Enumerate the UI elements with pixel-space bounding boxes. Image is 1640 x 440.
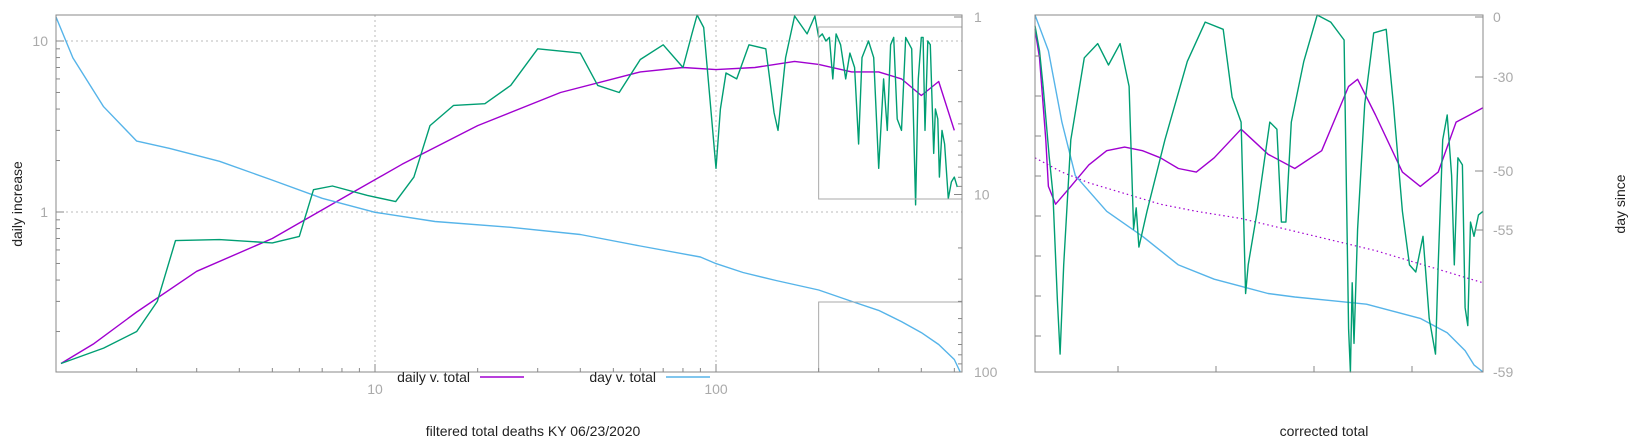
inset-box-lower xyxy=(818,301,963,373)
y2-tick-label: 1 xyxy=(974,9,982,25)
left-plot-border xyxy=(55,14,963,373)
left-x-axis-label: filtered total deaths KY 06/23/2020 xyxy=(426,423,641,439)
right-y-tick-label: -50 xyxy=(1493,163,1513,179)
y-tick-label: 10 xyxy=(32,33,48,49)
left-plot-grid xyxy=(56,15,962,372)
right-plot-frame xyxy=(1034,14,1484,373)
series-line-green xyxy=(60,14,958,365)
left-plot-series xyxy=(55,14,961,373)
legend-label-day: day v. total xyxy=(589,369,656,385)
right-y-tick-label: -30 xyxy=(1493,69,1513,85)
right-y-axis-label: day since xyxy=(1612,174,1628,233)
x-tick-label: 10 xyxy=(367,381,383,397)
right-series-trend xyxy=(1034,157,1484,284)
legend-label-daily: daily v. total xyxy=(397,369,470,385)
left-plot-insets xyxy=(818,26,963,373)
right-plot-ticks: 0 -30 -50 -55 -59 xyxy=(1035,9,1513,380)
legend: daily v. total day v. total xyxy=(397,369,710,385)
right-x-axis-label: corrected total xyxy=(1280,423,1369,439)
left-plot-frame xyxy=(55,14,963,373)
y2-tick-label: 100 xyxy=(974,364,998,380)
y2-tick-label: 10 xyxy=(974,187,990,203)
right-plot-series xyxy=(1034,14,1484,373)
y-tick-label: 1 xyxy=(40,204,48,220)
x-tick-label: 100 xyxy=(704,381,728,397)
right-y-tick-label: 0 xyxy=(1493,9,1501,25)
right-series-day xyxy=(1034,14,1484,373)
right-series-green xyxy=(1034,14,1484,373)
left-plot-ticks: 10 100 10 1 1 10 100 xyxy=(32,9,997,397)
right-plot-border xyxy=(1034,14,1484,373)
right-y-tick-label: -59 xyxy=(1493,364,1513,380)
left-y-axis-label: daily increase xyxy=(9,161,25,247)
right-series-daily xyxy=(1034,29,1484,205)
right-y-tick-label: -55 xyxy=(1493,222,1513,238)
series-line-day-v-total xyxy=(55,16,961,373)
